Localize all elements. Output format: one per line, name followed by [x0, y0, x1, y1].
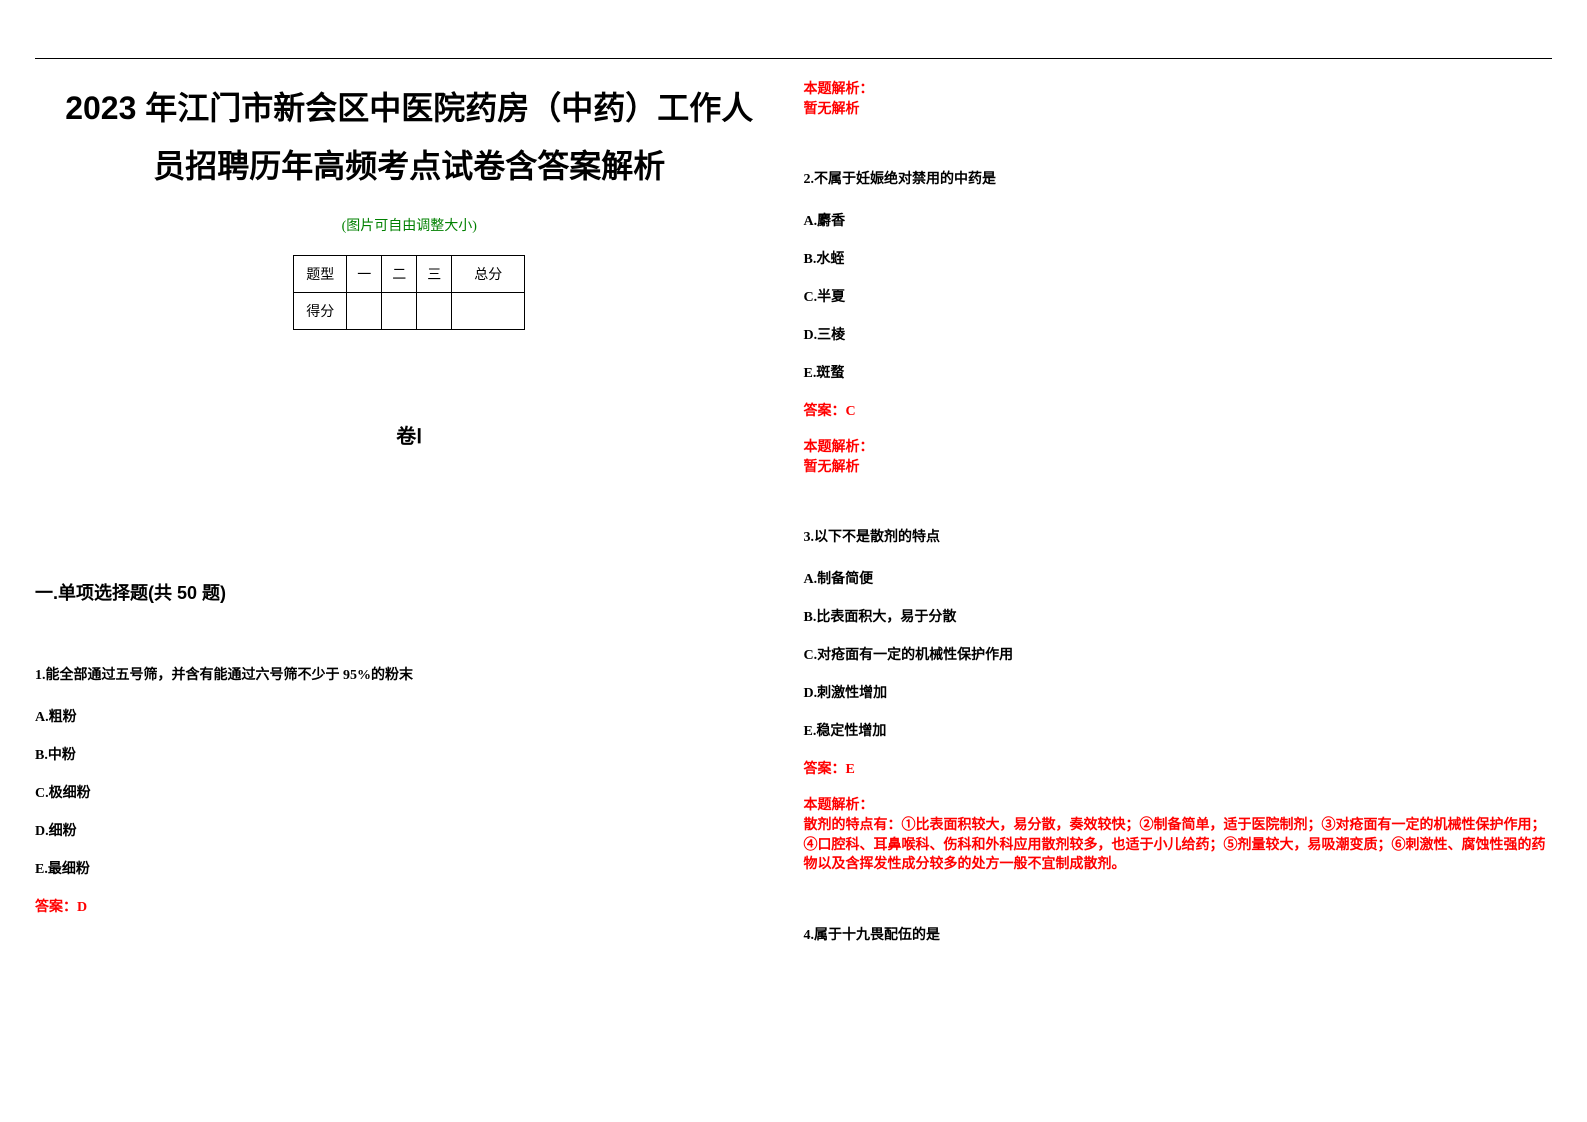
analysis-text: 暂无解析: [804, 458, 1553, 478]
option-b: B.比表面积大，易于分散: [804, 606, 1553, 626]
option-e: E.稳定性增加: [804, 720, 1553, 740]
option-a: A.麝香: [804, 210, 1553, 230]
document-title: 2023 年江门市新会区中医院药房（中药）工作人 员招聘历年高频考点试卷含答案解…: [35, 80, 784, 195]
answer-text: 答案：D: [35, 896, 784, 916]
option-e: E.斑蝥: [804, 362, 1553, 382]
two-column-layout: 2023 年江门市新会区中医院药房（中药）工作人 员招聘历年高频考点试卷含答案解…: [35, 60, 1552, 1087]
analysis-label: 本题解析：: [804, 80, 1553, 100]
question-text: 2.不属于妊娠绝对禁用的中药是: [804, 169, 1553, 190]
question-text: 4.属于十九畏配伍的是: [804, 925, 1553, 946]
table-cell: [417, 293, 452, 330]
question-1-analysis: 本题解析： 暂无解析: [804, 80, 1553, 119]
question-4: 4.属于十九畏配伍的是: [804, 925, 1553, 946]
title-line-1: 2023 年江门市新会区中医院药房（中药）工作人: [35, 80, 784, 138]
analysis-text: 暂无解析: [804, 100, 1553, 120]
question-2: 2.不属于妊娠绝对禁用的中药是 A.麝香 B.水蛭 C.半夏 D.三棱 E.斑蝥…: [804, 169, 1553, 477]
option-d: D.细粉: [35, 820, 784, 840]
section-heading: 一.单项选择题(共 50 题): [35, 579, 784, 605]
table-header-cell: 一: [347, 256, 382, 293]
right-column: 本题解析： 暂无解析 2.不属于妊娠绝对禁用的中药是 A.麝香 B.水蛭 C.半…: [804, 60, 1553, 1087]
resize-note: (图片可自由调整大小): [35, 215, 784, 235]
option-b: B.水蛭: [804, 248, 1553, 268]
top-border-line: [35, 58, 1552, 59]
option-c: C.对疮面有一定的机械性保护作用: [804, 644, 1553, 664]
option-c: C.极细粉: [35, 782, 784, 802]
option-a: A.制备简便: [804, 568, 1553, 588]
table-row: 得分: [294, 293, 525, 330]
table-cell: [452, 293, 525, 330]
analysis-text: 散剂的特点有：①比表面积较大，易分散，奏效较快；②制备简单，适于医院制剂；③对疮…: [804, 816, 1553, 875]
table-cell: [347, 293, 382, 330]
question-3: 3.以下不是散剂的特点 A.制备简便 B.比表面积大，易于分散 C.对疮面有一定…: [804, 527, 1553, 874]
table-header-cell: 二: [382, 256, 417, 293]
question-text: 3.以下不是散剂的特点: [804, 527, 1553, 548]
option-d: D.三棱: [804, 324, 1553, 344]
table-header-cell: 题型: [294, 256, 347, 293]
table-row: 题型 一 二 三 总分: [294, 256, 525, 293]
question-text: 1.能全部通过五号筛，并含有能通过六号筛不少于 95%的粉末: [35, 665, 784, 686]
answer-text: 答案：E: [804, 758, 1553, 778]
left-column: 2023 年江门市新会区中医院药房（中药）工作人 员招聘历年高频考点试卷含答案解…: [35, 60, 784, 1087]
answer-text: 答案：C: [804, 400, 1553, 420]
table-header-cell: 三: [417, 256, 452, 293]
option-c: C.半夏: [804, 286, 1553, 306]
option-e: E.最细粉: [35, 858, 784, 878]
score-table: 题型 一 二 三 总分 得分: [293, 255, 525, 330]
option-b: B.中粉: [35, 744, 784, 764]
question-1: 1.能全部通过五号筛，并含有能通过六号筛不少于 95%的粉末 A.粗粉 B.中粉…: [35, 665, 784, 916]
analysis-label: 本题解析：: [804, 796, 1553, 816]
analysis-label: 本题解析：: [804, 438, 1553, 458]
section-roman-numeral: 卷Ⅰ: [35, 420, 784, 449]
title-line-2: 员招聘历年高频考点试卷含答案解析: [35, 138, 784, 196]
table-cell: 得分: [294, 293, 347, 330]
table-header-cell: 总分: [452, 256, 525, 293]
option-a: A.粗粉: [35, 706, 784, 726]
option-d: D.刺激性增加: [804, 682, 1553, 702]
table-cell: [382, 293, 417, 330]
